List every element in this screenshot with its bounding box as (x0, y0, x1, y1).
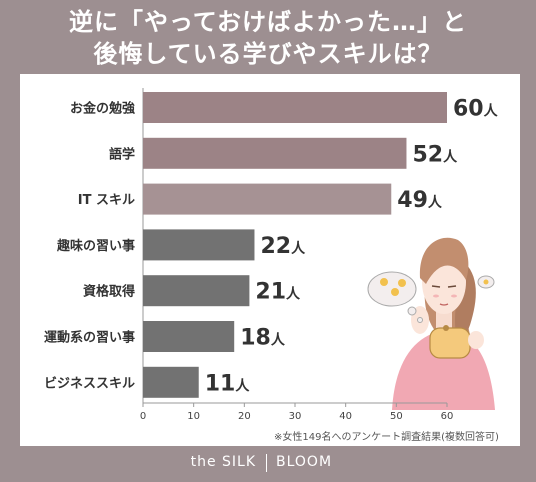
value-label: 60人 (453, 97, 499, 122)
x-tick-label: 30 (289, 411, 302, 422)
bar-1 (143, 92, 447, 123)
category-label: IT スキル (78, 193, 135, 208)
category-label: 趣味の習い事 (56, 238, 135, 254)
x-tick-label: 40 (339, 411, 352, 422)
bar-4 (143, 229, 255, 261)
x-tick-label: 50 (390, 411, 403, 422)
value-label: 52人 (412, 142, 458, 167)
category-label: お金の勉強 (70, 101, 135, 117)
bar-3 (143, 183, 392, 215)
brand-name-left: the SILK (190, 454, 256, 470)
x-tick-label: 10 (187, 411, 200, 422)
brand-footer: the SILK BLOOM (0, 454, 536, 474)
value-label: 21人 (255, 280, 301, 305)
bar-7 (143, 366, 199, 398)
value-label: 49人 (397, 188, 443, 213)
bars-group (143, 92, 447, 398)
bar-6 (143, 321, 235, 352)
x-tick-label: 0 (140, 411, 146, 422)
title-line-1: 逆に「やっておけばよかった…」と (68, 8, 468, 36)
value-label: 18人 (240, 326, 286, 351)
x-tick-labels: 0 10 20 30 40 50 60 (140, 403, 454, 422)
bar-5 (143, 275, 250, 307)
bar-2 (143, 137, 407, 169)
value-label: 22人 (260, 234, 306, 259)
brand-name-right: BLOOM (276, 454, 333, 470)
title-line-2: 後悔している学びやスキルは？ (93, 40, 443, 68)
category-label: 語学 (109, 146, 135, 162)
value-labels: 60人 52人 49人 22人 21人 18人 11人 (205, 97, 499, 397)
x-tick-label: 20 (238, 411, 251, 422)
footnote: ※女性149名へのアンケート調査結果(複数回答可) (274, 432, 499, 443)
woman-illustration (367, 237, 495, 410)
page-title: 逆に「やっておけばよかった…」と 後悔している学びやスキルは？ (0, 6, 536, 70)
category-label: 資格取得 (83, 284, 135, 300)
category-label: 運動系の習い事 (44, 330, 135, 346)
category-label: ビジネススキル (44, 375, 135, 391)
x-tick-label: 60 (441, 411, 454, 422)
brand-divider (266, 454, 267, 472)
value-label: 11人 (205, 371, 251, 396)
